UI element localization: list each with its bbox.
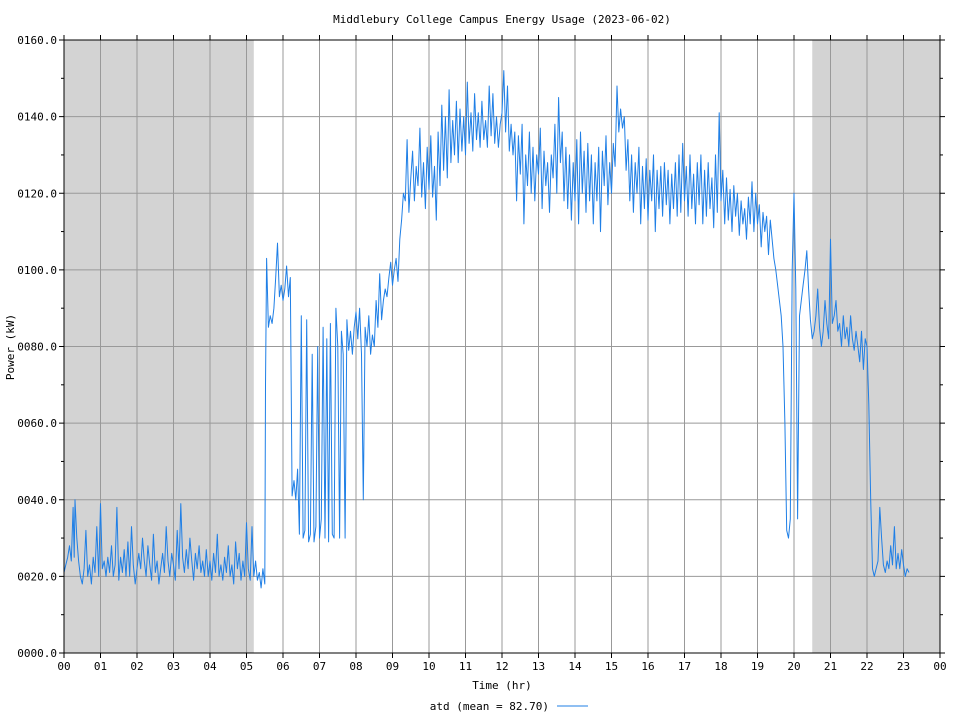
x-tick-label: 00 bbox=[57, 660, 70, 673]
x-tick-label: 10 bbox=[422, 660, 435, 673]
y-tick-label: 0080.0 bbox=[17, 341, 57, 354]
x-tick-label: 08 bbox=[349, 660, 362, 673]
legend: atd (mean = 82.70) bbox=[430, 700, 588, 713]
chart-title: Middlebury College Campus Energy Usage (… bbox=[333, 13, 671, 26]
x-tick-label: 12 bbox=[495, 660, 508, 673]
grid bbox=[64, 40, 940, 653]
x-tick-label: 03 bbox=[167, 660, 180, 673]
y-tick-labels: 0000.0 0020.0 0040.0 0060.0 0080.0 0100.0 0120… bbox=[17, 34, 57, 660]
x-tick-label: 18 bbox=[714, 660, 727, 673]
y-tick-label: 0000.0 bbox=[17, 647, 57, 660]
x-tick-label: 04 bbox=[203, 660, 217, 673]
legend-label: atd (mean = 82.70) bbox=[430, 700, 549, 713]
y-axis-label: Power (kW) bbox=[4, 314, 17, 380]
x-tick-label: 16 bbox=[641, 660, 654, 673]
x-tick-label: 09 bbox=[386, 660, 399, 673]
y-tick-label: 0140.0 bbox=[17, 111, 57, 124]
x-tick-label: 14 bbox=[568, 660, 582, 673]
x-tick-label: 23 bbox=[897, 660, 910, 673]
y-tick-label: 0120.0 bbox=[17, 187, 57, 200]
y-tick-label: 0100.0 bbox=[17, 264, 57, 277]
tick-marks bbox=[59, 35, 945, 658]
data-line-layer bbox=[63, 70, 910, 589]
x-axis-label: Time (hr) bbox=[472, 679, 532, 692]
x-tick-label: 06 bbox=[276, 660, 289, 673]
x-tick-label: 20 bbox=[787, 660, 800, 673]
x-tick-label: 22 bbox=[860, 660, 873, 673]
y-tick-label: 0020.0 bbox=[17, 570, 57, 583]
x-tick-label: 11 bbox=[459, 660, 472, 673]
y-tick-label: 0040.0 bbox=[17, 494, 57, 507]
x-tick-label: 19 bbox=[751, 660, 764, 673]
x-tick-label: 15 bbox=[605, 660, 618, 673]
x-tick-label: 00 bbox=[933, 660, 946, 673]
y-tick-label: 0060.0 bbox=[17, 417, 57, 430]
x-tick-label: 07 bbox=[313, 660, 326, 673]
x-tick-label: 21 bbox=[824, 660, 837, 673]
x-tick-label: 02 bbox=[130, 660, 143, 673]
x-tick-label: 17 bbox=[678, 660, 691, 673]
x-tick-labels: 00 01 02 03 04 05 06 07 08 09 10 11 12 13 14 15 16 17 18 19… bbox=[57, 660, 946, 673]
x-tick-label: 05 bbox=[240, 660, 253, 673]
y-tick-label: 0160.0 bbox=[17, 34, 57, 47]
x-tick-label: 01 bbox=[94, 660, 107, 673]
series-line-0 bbox=[63, 70, 910, 589]
x-tick-label: 13 bbox=[532, 660, 545, 673]
